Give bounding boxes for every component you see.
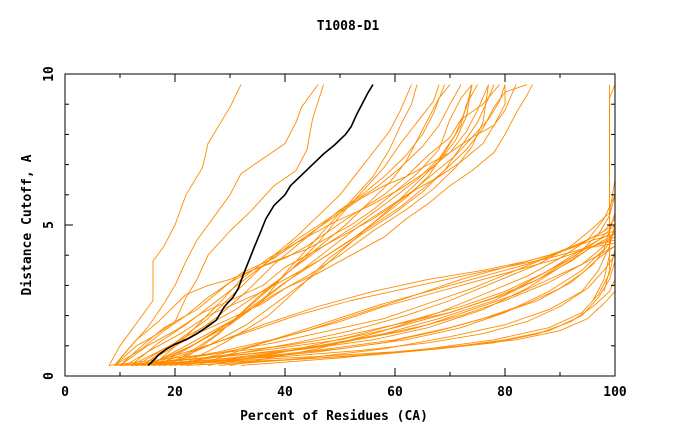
series-layer: [108, 84, 616, 366]
series-line-b20: [196, 215, 616, 366]
y-tick-label-10: 10: [42, 66, 57, 82]
series-line-b11: [147, 236, 616, 366]
series-line-m13: [141, 84, 445, 366]
series-line-b22: [218, 224, 616, 366]
chart-title: T1008-D1: [317, 19, 380, 34]
axis-ticks: 0 20 40 60 80 100 0 5 10: [42, 66, 627, 400]
series-line-m21: [174, 84, 473, 366]
series-line-b05: [125, 239, 616, 366]
series-line-b15: [163, 179, 616, 366]
highlight-series-line: [147, 84, 374, 366]
series-line-m02: [114, 84, 319, 366]
series-line-b07: [130, 279, 616, 366]
series-line-b17: [174, 218, 616, 366]
series-line-b21: [207, 194, 616, 366]
series-line-m09: [130, 84, 533, 366]
series-line-b19: [185, 261, 616, 366]
series-line-m20: [169, 84, 478, 366]
series-line-m11: [136, 84, 451, 366]
x-tick-label-20: 20: [167, 385, 183, 400]
series-line-m17: [152, 84, 489, 366]
x-tick-label-0: 0: [61, 385, 69, 400]
x-axis-label: Percent of Residues (CA): [240, 409, 428, 424]
series-line-m12: [141, 84, 412, 366]
x-tick-label-60: 60: [387, 385, 403, 400]
series-line-b23: [229, 194, 616, 366]
series-line-m10: [130, 84, 462, 366]
y-axis-label: Distance Cutoff, A: [20, 154, 35, 295]
x-tick-label-100: 100: [603, 385, 627, 400]
series-line-m01: [108, 84, 242, 366]
series-line-r02: [592, 84, 610, 301]
series-line-b09: [141, 291, 616, 366]
y-tick-label-5: 5: [42, 221, 57, 229]
series-line-b16: [169, 224, 616, 366]
series-line-b24: [240, 249, 616, 366]
series-line-m22: [180, 84, 495, 366]
series-line-b04: [119, 212, 616, 366]
x-tick-label-80: 80: [497, 385, 513, 400]
highlight-layer: [147, 84, 374, 366]
series-line-b18: [180, 230, 616, 366]
x-tick-label-40: 40: [277, 385, 293, 400]
series-line-b13: [152, 233, 616, 366]
series-line-b10: [141, 242, 616, 366]
y-tick-label-0: 0: [42, 372, 57, 380]
